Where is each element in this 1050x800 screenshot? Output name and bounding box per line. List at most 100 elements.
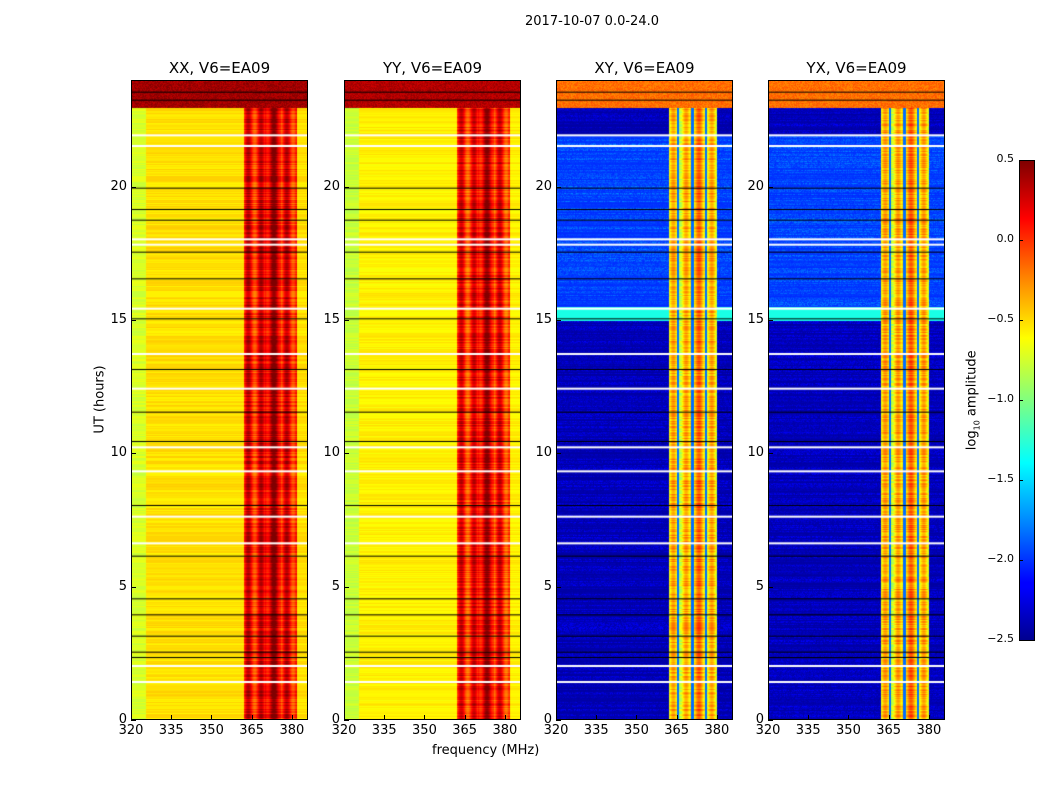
heatmap-panel: [131, 80, 308, 720]
y-tick-label: 15: [535, 312, 552, 327]
y-tick: [768, 186, 773, 188]
x-tick: [424, 715, 426, 720]
x-tick: [848, 715, 850, 720]
colorbar-tick-label: −1.0: [987, 392, 1014, 405]
y-tick-label: 10: [535, 445, 552, 461]
heatmap-image: [769, 81, 944, 719]
x-tick: [344, 715, 345, 720]
panel-title: YX, V6=EA09: [806, 59, 907, 77]
y-tick-label: 10: [747, 445, 764, 461]
x-tick: [888, 715, 890, 720]
y-tick-label: 0: [118, 712, 127, 727]
x-tick-label: 365: [876, 723, 902, 738]
y-tick-label: 20: [323, 178, 340, 194]
y-tick: [131, 186, 136, 188]
x-tick-label: 320: [331, 723, 357, 738]
colorbar-tick: [1019, 160, 1023, 161]
colorbar-tick-label: −2.5: [987, 632, 1014, 645]
heatmap-panel: [344, 80, 521, 720]
y-tick: [768, 586, 773, 588]
x-tick-label: 320: [543, 723, 569, 738]
colorbar-tick-label: −1.5: [987, 472, 1014, 485]
x-tick-label: 380: [492, 723, 518, 738]
x-tick-label: 365: [239, 723, 265, 738]
y-tick-label: 20: [110, 178, 127, 194]
colorbar-tick: [1019, 560, 1023, 561]
y-tick-label: 15: [110, 312, 127, 327]
x-tick: [808, 715, 810, 720]
x-tick: [211, 715, 213, 720]
x-tick: [171, 715, 173, 720]
y-tick-label: 15: [323, 312, 340, 327]
x-tick: [928, 715, 930, 720]
colorbar-tick: [1019, 400, 1023, 401]
y-tick: [344, 320, 349, 321]
heatmap-image: [132, 81, 307, 719]
y-tick: [131, 720, 136, 721]
x-tick: [596, 715, 598, 720]
y-tick-label: 5: [118, 578, 127, 594]
colorbar-label-sub: 10: [972, 420, 982, 431]
x-tick: [384, 715, 386, 720]
y-tick: [344, 720, 349, 721]
y-tick-label: 15: [747, 312, 764, 327]
colorbar-tick-label: −0.5: [987, 312, 1014, 325]
y-tick-label: 5: [755, 578, 764, 594]
colorbar-label-main: log: [964, 430, 980, 451]
panel-title: XY, V6=EA09: [594, 59, 695, 77]
x-tick: [768, 715, 769, 720]
y-tick: [131, 586, 136, 588]
y-tick-label: 0: [331, 712, 340, 727]
x-tick: [251, 715, 253, 720]
x-tick: [676, 715, 678, 720]
x-tick-label: 350: [624, 723, 649, 738]
y-tick-label: 20: [747, 178, 764, 194]
colorbar-tick: [1019, 320, 1023, 321]
x-tick-label: 350: [199, 723, 224, 738]
x-tick-label: 365: [664, 723, 690, 738]
y-tick: [768, 453, 773, 455]
x-tick: [504, 715, 506, 720]
x-tick-label: 365: [452, 723, 478, 738]
panel-title: YY, V6=EA09: [382, 59, 483, 77]
colorbar-tick: [1019, 240, 1023, 241]
colorbar-label-rest: amplitude: [964, 350, 980, 421]
y-tick: [344, 453, 349, 455]
x-tick-label: 380: [704, 723, 730, 738]
y-tick-label: 10: [110, 445, 127, 461]
x-tick-label: 335: [371, 723, 397, 738]
heatmap-panel: [768, 80, 945, 720]
heatmap-panel: [556, 80, 733, 720]
x-tick: [716, 715, 718, 720]
x-tick-label: 335: [795, 723, 821, 738]
colorbar-tick: [1019, 640, 1023, 641]
y-tick: [556, 320, 561, 321]
panel-title: XX, V6=EA09: [168, 59, 271, 77]
x-tick-label: 335: [583, 723, 609, 738]
x-tick-label: 350: [836, 723, 861, 738]
y-tick: [768, 320, 773, 321]
colorbar-tick-label: 0.5: [996, 152, 1015, 165]
x-tick-label: 380: [916, 723, 942, 738]
heatmap-image: [345, 81, 520, 719]
y-tick: [131, 320, 136, 321]
y-tick: [768, 720, 773, 721]
figure-title: 2017-10-07 0.0-24.0: [525, 14, 659, 29]
y-tick: [556, 186, 561, 188]
y-axis-label: UT (hours): [92, 365, 108, 434]
x-tick-label: 320: [118, 723, 144, 738]
y-tick-label: 10: [323, 445, 340, 461]
x-tick: [291, 715, 293, 720]
x-tick: [131, 715, 132, 720]
y-tick-label: 5: [543, 578, 552, 594]
x-tick-label: 350: [412, 723, 437, 738]
x-tick-label: 335: [158, 723, 184, 738]
y-tick-label: 5: [331, 578, 340, 594]
colorbar-tick: [1019, 480, 1023, 481]
y-tick-label: 0: [543, 712, 552, 727]
y-tick: [556, 720, 561, 721]
x-tick: [636, 715, 638, 720]
colorbar-tick-label: 0.0: [996, 232, 1015, 245]
y-tick-label: 20: [535, 178, 552, 194]
